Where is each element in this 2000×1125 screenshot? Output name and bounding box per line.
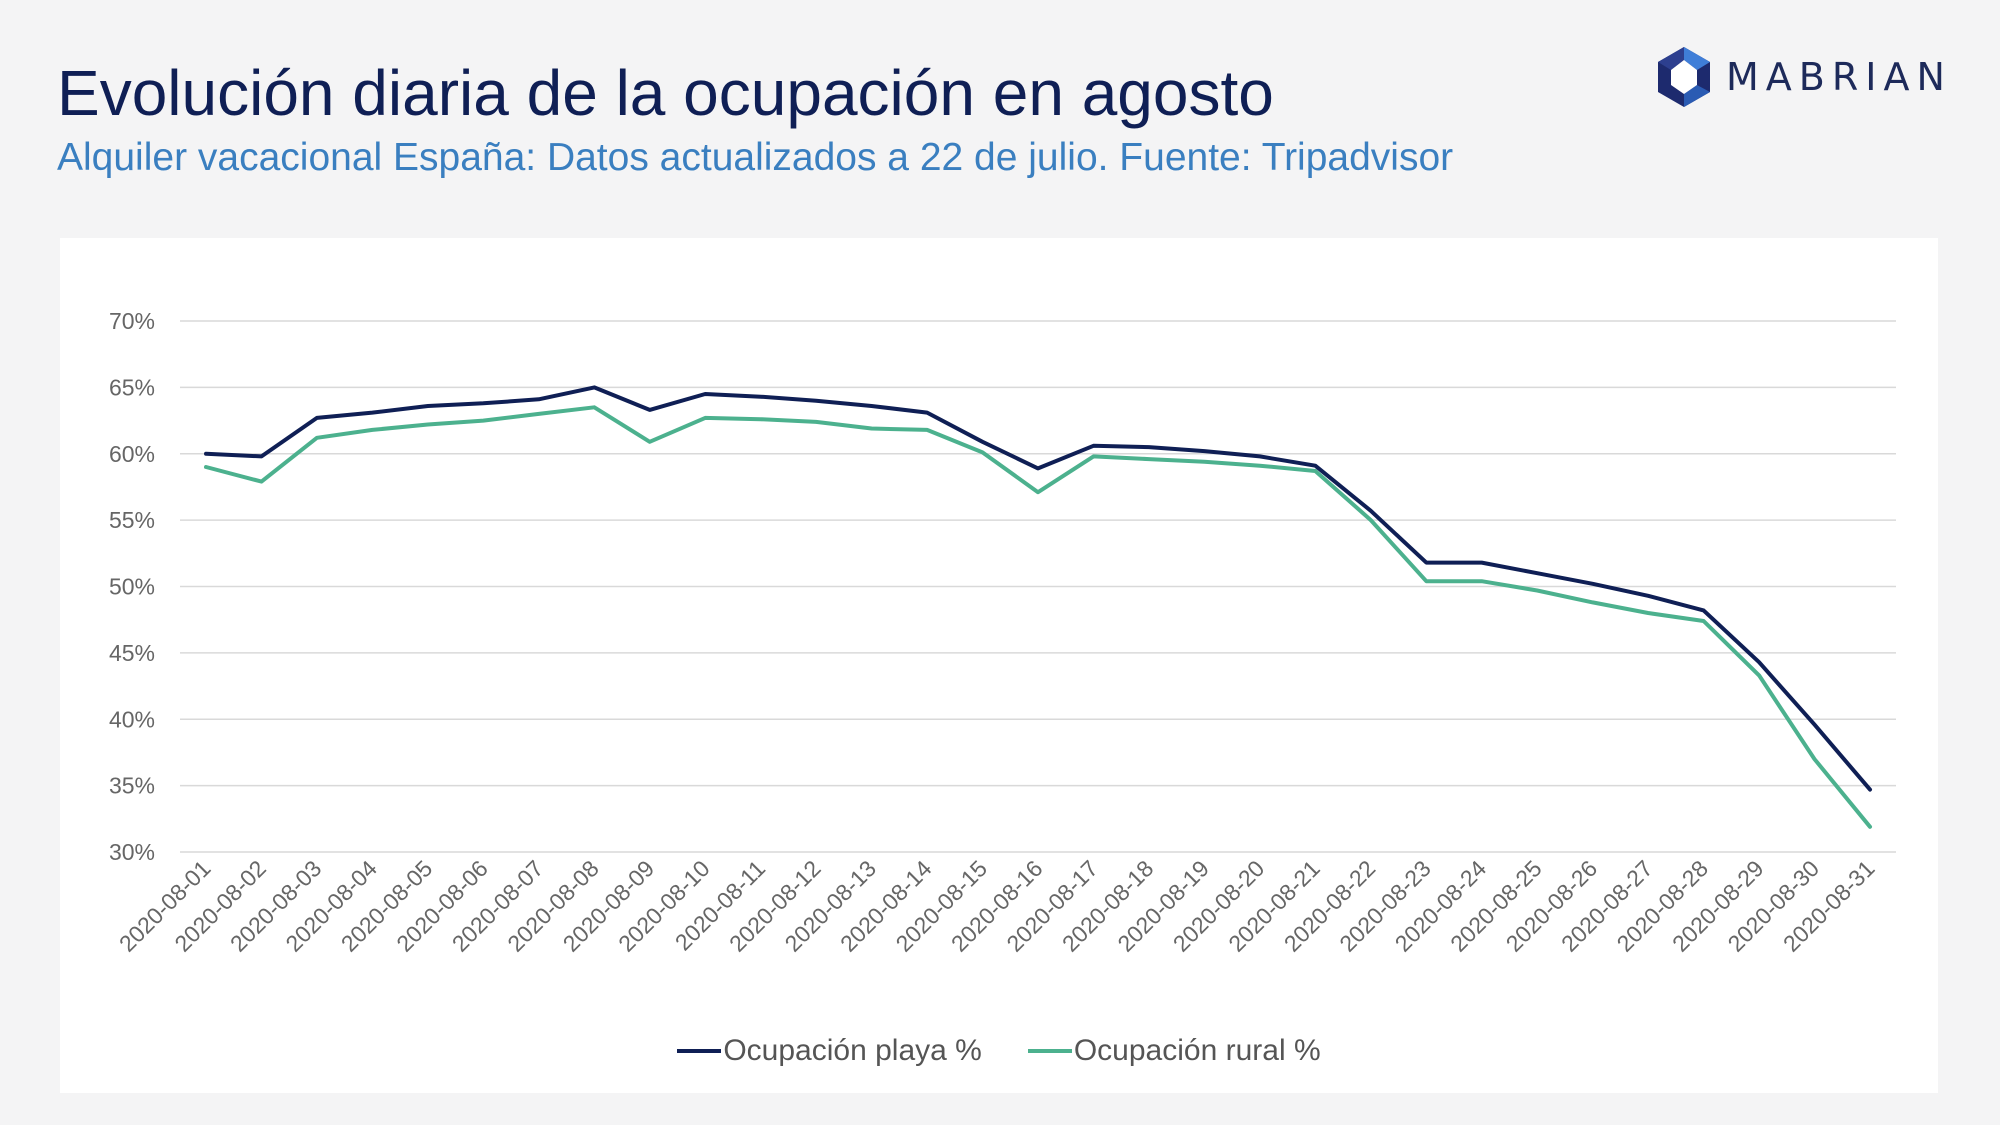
series-line-playa [204,385,1872,792]
y-tick-label: 55% [109,507,155,533]
legend-item-playa: Ocupación playa % [677,1034,982,1068]
legend-swatch-playa [677,1049,722,1053]
logo-wordmark: MABRIAN [1726,55,1952,99]
y-tick-label: 30% [109,839,155,865]
y-tick-label: 40% [109,706,155,732]
series-line-rural [204,405,1872,829]
chart-panel: 30% 35% 40% 45% 50% 55% 60% 65% 70% 2020-08-01 20… [60,238,1938,1093]
legend-item-rural: Ocupación rural % [1027,1034,1321,1068]
brand-logo: MABRIAN [1656,44,1952,110]
y-axis-tick-labels: 30% 35% 40% 45% 50% 55% 60% 65% 70% [109,308,155,865]
legend-label-rural: Ocupación rural % [1073,1034,1321,1067]
line-chart: 30% 35% 40% 45% 50% 55% 60% 65% 70% 2020-08-0120… [109,308,1896,957]
y-tick-label: 50% [109,574,155,600]
legend-swatch-rural [1027,1049,1072,1053]
page-subtitle: Alquiler vacacional España: Datos actual… [57,136,1454,179]
gridlines [180,320,1896,853]
chart-legend: Ocupación playa % Ocupación rural % [60,1034,1938,1068]
mabrian-hexagon-logo-icon [1656,46,1712,108]
series-lines [204,385,1872,829]
y-tick-label: 35% [109,773,155,799]
x-axis-tick-labels: 2020-08-012020-08-022020-08-032020-08-04… [114,855,1880,957]
y-tick-label: 65% [109,374,155,400]
y-tick-label: 60% [109,441,155,467]
y-tick-label: 45% [109,640,155,666]
legend-label-playa: Ocupación playa % [723,1034,982,1067]
y-tick-label: 70% [109,308,155,334]
page-title: Evolución diaria de la ocupación en agos… [57,57,1274,129]
